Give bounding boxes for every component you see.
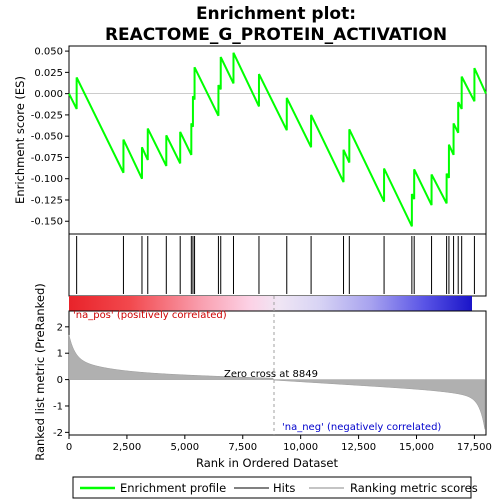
negative-correlation-label: 'na_neg' (negatively correlated) [282, 422, 441, 433]
metric-y-axis-label: Ranked list metric (PreRanked) [33, 283, 47, 461]
x-tick-label: 7,500 [228, 442, 257, 453]
metric-y-tick-label: 1 [57, 349, 63, 360]
metric-y-tick-label: 0 [57, 375, 63, 386]
metric-y-axis: 2 1 0 -1 -2 [53, 322, 69, 439]
es-y-tick-label: -0.050 [31, 132, 63, 143]
x-tick-label: 10,000 [283, 442, 318, 453]
x-axis-label: Rank in Ordered Dataset [196, 456, 339, 470]
ranking-metric-area [68, 334, 486, 430]
legend-frame [72, 476, 472, 499]
enrichment-profile-line [68, 52, 487, 227]
legend-es-label: Enrichment profile [120, 481, 226, 495]
x-axis: 0 2,500 5,000 7,500 10,000 12,500 15,000 17,500 [66, 435, 492, 453]
metric-y-tick-label: -2 [53, 428, 63, 439]
es-y-tick-label: 0.050 [34, 47, 63, 58]
legend-metric-label: Ranking metric scores [350, 481, 478, 495]
x-tick-label: 15,000 [399, 442, 434, 453]
x-tick-label: 12,500 [341, 442, 376, 453]
es-y-axis-label: Enrichment score (ES) [13, 76, 27, 204]
metric-panel: 2 1 0 -1 -2 'na_pos' (positively correlated)… [33, 283, 487, 461]
x-tick-label: 5,000 [171, 442, 200, 453]
es-y-tick-label: -0.100 [31, 174, 63, 185]
es-panel: 0.050 0.025 0.000 -0.025 -0.050 -0.075 -0.100 -… [13, 45, 487, 235]
positive-correlation-label: 'na_pos' (positively correlated) [73, 310, 227, 321]
es-y-tick-label: 0.025 [34, 68, 63, 79]
x-tick-label: 17,500 [457, 442, 492, 453]
hits-panel-frame [68, 233, 487, 297]
metric-y-tick-label: 2 [57, 322, 63, 333]
legend-hits-label: Hits [273, 481, 295, 495]
hit-markers [76, 236, 475, 294]
es-y-tick-label: -0.025 [31, 110, 63, 121]
es-panel-frame [68, 45, 487, 235]
legend: Enrichment profile Hits Ranking metric s… [72, 476, 478, 499]
chart-title-line1: Enrichment plot: [196, 4, 356, 24]
x-tick-label: 2,500 [113, 442, 142, 453]
es-y-tick-label: -0.125 [31, 195, 63, 206]
chart-title-line2: REACTOME_G_PROTEIN_ACTIVATION [105, 25, 447, 45]
es-y-tick-label: -0.075 [31, 153, 63, 164]
x-tick-label: 0 [66, 442, 72, 453]
ranking-color-band [69, 296, 472, 311]
hits-panel [68, 233, 487, 297]
metric-y-tick-label: -1 [53, 401, 63, 412]
es-y-tick-label: -0.150 [31, 217, 63, 228]
es-y-tick-label: 0.000 [34, 89, 63, 100]
zero-cross-label: Zero cross at 8849 [224, 369, 318, 380]
es-y-axis: 0.050 0.025 0.000 -0.025 -0.050 -0.075 -0.100 -… [31, 47, 69, 228]
color-band-rect [69, 296, 472, 311]
